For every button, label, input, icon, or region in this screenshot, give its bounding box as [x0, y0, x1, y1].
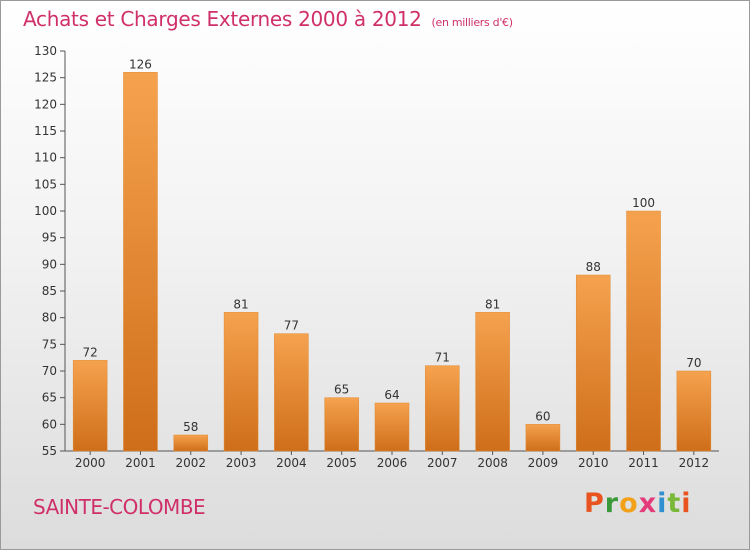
- y-tick-label: 85: [42, 284, 57, 298]
- logo-letter: r: [604, 488, 620, 519]
- y-tick-label: 60: [42, 417, 57, 431]
- bar-value-label: 100: [632, 196, 655, 210]
- bar-value-label: 81: [485, 297, 500, 311]
- y-tick-label: 55: [42, 444, 57, 458]
- y-tick-label: 130: [34, 44, 57, 58]
- x-tick-label: 2009: [528, 456, 559, 470]
- bar-value-label: 72: [83, 345, 98, 359]
- bar-value-label: 81: [233, 297, 248, 311]
- x-tick-label: 2011: [628, 456, 659, 470]
- y-tick-label: 115: [34, 124, 57, 138]
- bar: [274, 333, 309, 452]
- proxiti-logo: Proxiti: [584, 488, 692, 519]
- bar-value-label: 88: [586, 260, 601, 274]
- y-tick-label: 120: [34, 97, 57, 111]
- chart-title: Achats et Charges Externes 2000 à 2012 (e…: [23, 7, 513, 31]
- commune-name: SAINTE-COLOMBE: [33, 495, 206, 519]
- chart-bars: [72, 72, 712, 452]
- y-tick-label: 70: [42, 364, 57, 378]
- x-tick-label: 2010: [578, 456, 609, 470]
- bar-value-label: 60: [535, 409, 550, 423]
- x-tick-label: 2004: [276, 456, 307, 470]
- bar: [374, 402, 410, 452]
- y-tick-label: 65: [42, 391, 57, 405]
- x-tick-label: 2006: [377, 456, 408, 470]
- y-tick-label: 100: [34, 204, 57, 218]
- logo-letter: t: [667, 488, 682, 519]
- y-tick-label: 75: [42, 337, 57, 351]
- logo-letter: x: [638, 488, 658, 519]
- x-tick-label: 2012: [679, 456, 710, 470]
- x-tick-label: 2001: [125, 456, 156, 470]
- logo-letter: i: [657, 488, 668, 519]
- bar: [123, 72, 158, 452]
- bar: [173, 434, 209, 452]
- bar: [324, 397, 359, 452]
- chart-axes: 55 60 65 70 75 80 85 90 95 100 105 110 115 120 125 130: [34, 44, 719, 458]
- bar-value-label: 70: [686, 356, 701, 370]
- logo-letter: o: [619, 488, 639, 519]
- bar-value-label: 64: [384, 388, 399, 402]
- y-tick-label: 110: [34, 151, 57, 165]
- y-tick-label: 95: [42, 231, 57, 245]
- logo-letter: i: [681, 488, 692, 519]
- y-tick-label: 125: [34, 71, 57, 85]
- bar-value-label: 126: [129, 57, 152, 71]
- bar: [223, 312, 259, 452]
- bar-value-label: 58: [183, 420, 198, 434]
- x-tick-label: 2007: [427, 456, 458, 470]
- x-tick-label: 2003: [226, 456, 257, 470]
- bar: [475, 312, 510, 452]
- chart-title-text: Achats et Charges Externes 2000 à 2012: [23, 7, 422, 31]
- chart-unit: (en milliers d'€): [431, 16, 513, 29]
- bar-value-label: 71: [435, 351, 450, 365]
- x-tick-label: 2005: [326, 456, 357, 470]
- y-tick-label: 105: [34, 177, 57, 191]
- bar-value-label: 77: [284, 319, 299, 333]
- x-tick-label: 2002: [175, 456, 206, 470]
- bar: [676, 370, 712, 452]
- x-tick-label: 2008: [477, 456, 508, 470]
- bar: [72, 360, 108, 452]
- bar: [525, 424, 561, 452]
- bar: [425, 365, 460, 452]
- bar: [575, 274, 611, 452]
- bar: [626, 210, 661, 452]
- x-tick-label: 2000: [75, 456, 106, 470]
- y-tick-label: 80: [42, 311, 57, 325]
- logo-letter: P: [584, 488, 605, 519]
- y-tick-label: 90: [42, 257, 57, 271]
- bar-value-label: 65: [334, 383, 349, 397]
- chart-labels: 72 2000 126 2001 58 2002 81 2003 77 2004 65 2005 64 2…: [75, 57, 709, 470]
